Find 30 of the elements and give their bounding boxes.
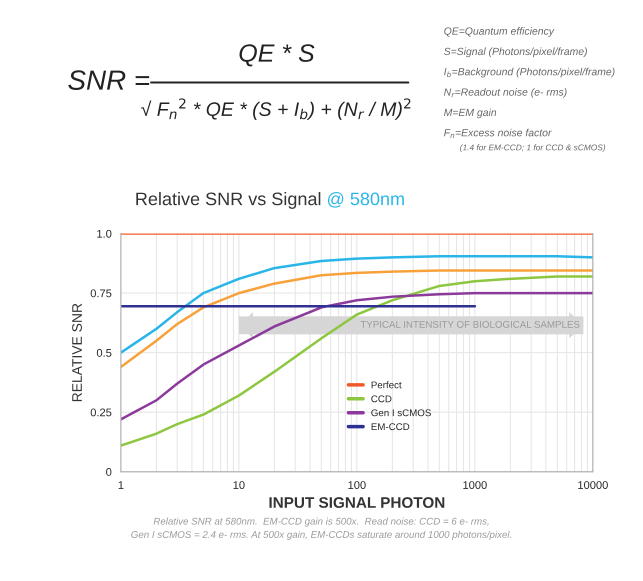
x-tick-label: 10000 [578,481,608,489]
x-tick-label: 10 [234,481,245,489]
text: N$_{r}$=Readout noise (e- rms) [444,88,567,98]
text: (1.4 for EM-CCD; 1 for CCD & sCMOS) [460,144,606,152]
text: Relative SNR at 580nm. EM-CCD gain is 500x. Read noise: CCD = 6 e- rms, Gen I sCMOS = 2.4 e- rms. At 500x gain, EM-CCDs saturate around 1000 photons/pixel. [131,518,512,540]
text: √ F$_{n}$$^{2}$ * QE * (S + I$_{b}$) + (N$_{r}$ / M)$^{2}$ [141,98,410,120]
y-axis-title: RELATIVE SNR [72,304,82,402]
annotation: TYPICAL INTENSITY OF BIOLOGICAL SAMPLES [360,321,580,328]
y-tick-label: 1.0 [97,230,112,238]
y-tick-label: 0.25 [90,408,112,416]
y-tick-label: 0 [106,468,112,476]
x-axis-title: INPUT SIGNAL PHOTON [269,497,444,508]
legend-label: CCD [371,395,392,402]
y-tick-label: 0.75 [90,289,112,298]
text: I$_{b}$=Background (Photons/pixel/frame) [444,68,615,78]
chart-title: Relative SNR vs Signal [136,192,320,209]
text: QE=Quantum efficiency [444,27,554,37]
legend-label: Perfect [372,381,402,388]
x-tick-label: 100 [348,481,366,489]
chart-subtitle: @ 580nm [328,192,404,208]
x-tick-label: 1 [118,481,124,489]
text: M=EM gain [444,108,496,118]
legend-label: Gen I sCMOS [371,409,431,416]
text: F$_{n}$=Excess noise factor [444,128,552,138]
legend-label: EM-CCD [372,423,410,430]
x-tick-label: 1000 [463,481,487,489]
y-tick-label: 0.5 [96,348,112,357]
text: S=Signal (Photons/pixel/frame) [444,47,587,58]
text: SNR = [68,70,150,90]
text: QE * S [240,44,314,66]
